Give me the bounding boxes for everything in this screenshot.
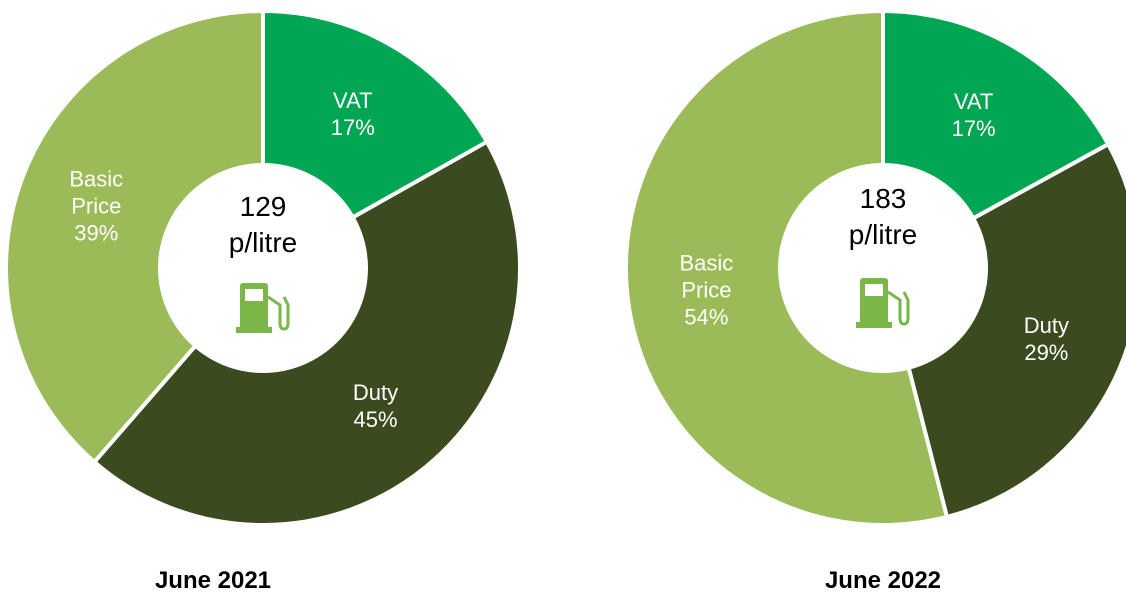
value-label: 17% [330,115,375,141]
value-label: 29% [1024,339,1069,365]
center-value: 183 [860,183,907,214]
donut: 183 p/litre June 2022 [624,8,1126,594]
chart-title: June 2022 [825,567,941,594]
donut-hole [778,163,988,373]
slice-label: Duty 29% [1001,312,1091,366]
donut-hole [158,163,368,373]
category-label: Duty [1023,312,1069,338]
donut: 129 p/litre June 2021 [4,8,522,594]
slice-label: Basic Price 39% [51,165,141,246]
center-unit: p/litre [229,227,297,258]
value-label: 39% [74,220,119,246]
center-value: 129 [240,191,287,222]
slice-label: VAT 17% [929,88,1019,142]
slice-label: VAT 17% [308,87,398,141]
center-unit: p/litre [849,219,917,250]
category-label: Basic Price [69,166,124,219]
slice-label: Duty 45% [331,379,421,433]
chart-title: June 2021 [155,567,271,594]
category-label: Duty [352,379,399,405]
category-label: Basic Price [679,250,734,303]
category-label: VAT [953,88,994,114]
fuel-pump-icon [856,278,910,328]
category-label: VAT [333,88,373,114]
slice [4,8,265,465]
value-label: 45% [353,406,398,432]
fuel-pump-icon [236,283,290,333]
value-label: 54% [684,304,729,330]
value-label: 17% [951,115,996,141]
slice-label: Basic Price 54% [661,250,751,331]
